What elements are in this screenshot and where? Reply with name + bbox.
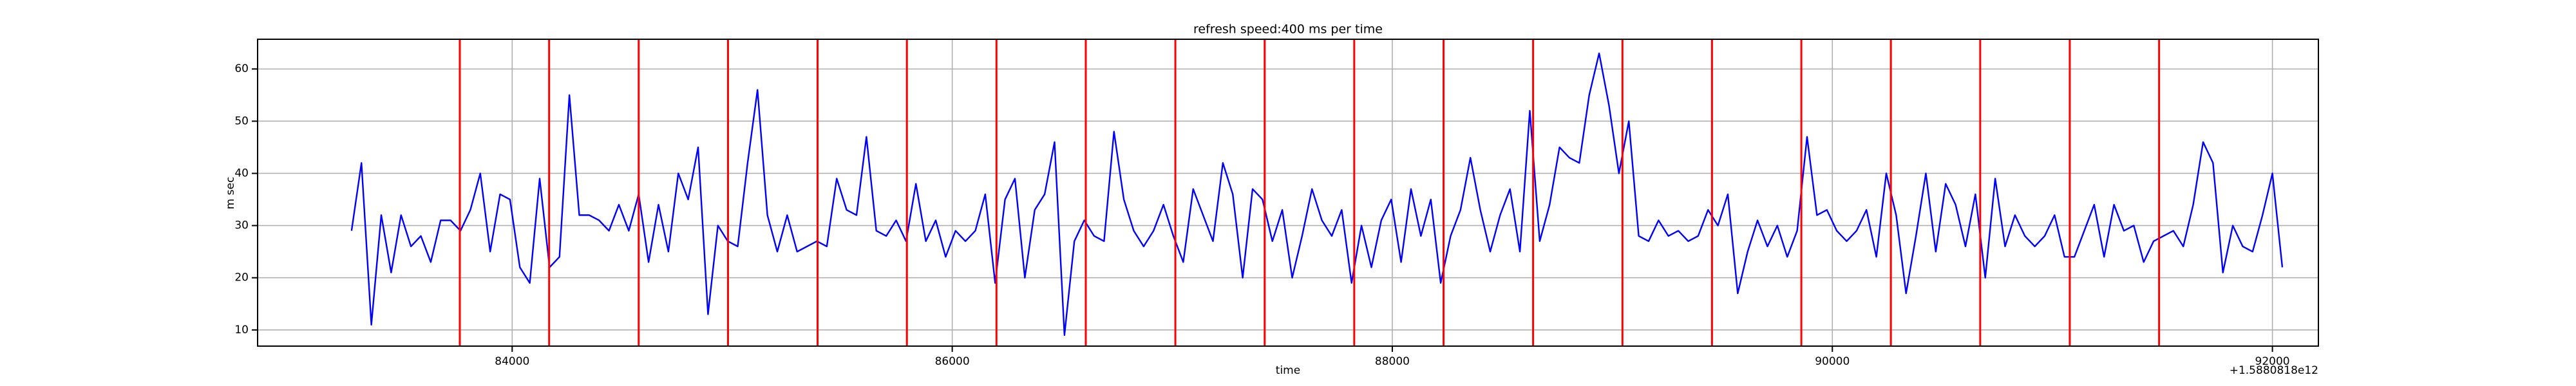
- y-tick-label: 50: [234, 115, 249, 127]
- y-tick-label: 10: [234, 324, 249, 336]
- y-tick-label: 40: [234, 167, 249, 179]
- y-tick-label: 60: [234, 62, 249, 75]
- x-tick-label: 88000: [1375, 355, 1410, 368]
- x-tick-label: 84000: [495, 355, 529, 368]
- y-tick-label: 20: [234, 271, 249, 284]
- x-tick-label: 92000: [2255, 355, 2290, 368]
- chart-title: refresh speed:400 ms per time: [1193, 23, 1383, 37]
- y-axis-label: m sec: [224, 177, 237, 210]
- x-offset-label: +1.5880818e12: [2230, 364, 2318, 377]
- y-tick-label: 30: [234, 219, 249, 232]
- plot-frame: [257, 39, 2319, 347]
- data-line: [350, 52, 2284, 336]
- x-tick-label: 90000: [1815, 355, 1850, 368]
- x-tick-label: 86000: [935, 355, 970, 368]
- x-axis-label: time: [1276, 364, 1300, 377]
